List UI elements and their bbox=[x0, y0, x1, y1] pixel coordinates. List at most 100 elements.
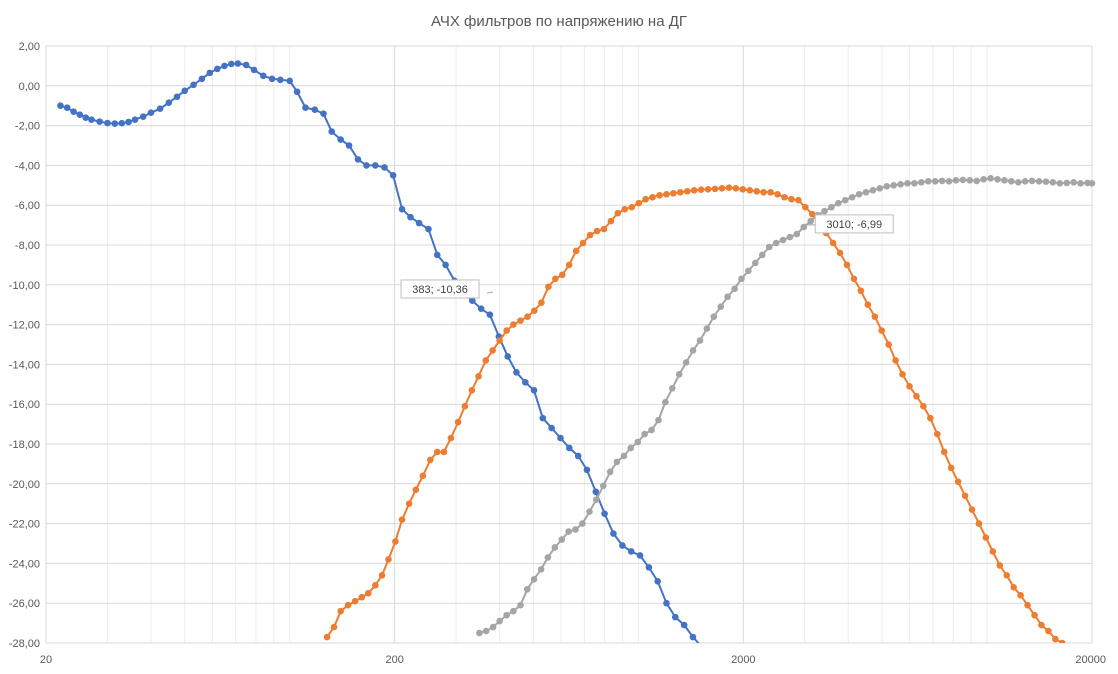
data-point bbox=[1038, 621, 1045, 629]
data-point bbox=[994, 176, 1001, 183]
y-tick-label: -2,00 bbox=[15, 121, 40, 133]
data-point bbox=[698, 644, 705, 651]
data-point bbox=[654, 578, 661, 585]
data-point bbox=[973, 177, 981, 185]
data-point bbox=[565, 528, 572, 535]
data-point bbox=[260, 72, 267, 80]
chart-title: АЧХ фильтров по напряжению на ДГ bbox=[431, 13, 687, 30]
data-point bbox=[878, 327, 886, 334]
data-point bbox=[885, 341, 892, 348]
data-point bbox=[496, 617, 503, 625]
data-point bbox=[173, 93, 181, 101]
data-point bbox=[277, 76, 284, 84]
data-point bbox=[779, 236, 787, 244]
data-point bbox=[496, 337, 503, 344]
data-point bbox=[503, 611, 510, 619]
data-point bbox=[363, 162, 370, 169]
data-point bbox=[372, 581, 379, 589]
data-point bbox=[945, 178, 953, 185]
data-point bbox=[918, 179, 925, 186]
data-point bbox=[897, 181, 904, 188]
data-point bbox=[961, 492, 969, 500]
data-point bbox=[572, 247, 580, 255]
data-point bbox=[412, 486, 420, 494]
data-point bbox=[911, 180, 918, 187]
callout-label: 383; -10,36 bbox=[412, 284, 468, 296]
data-point bbox=[268, 75, 276, 83]
data-point bbox=[320, 110, 327, 117]
data-point bbox=[250, 66, 258, 74]
data-point bbox=[447, 434, 455, 442]
data-point bbox=[88, 116, 95, 123]
data-point bbox=[104, 119, 111, 127]
y-tick-label: 0,00 bbox=[19, 81, 40, 93]
data-point bbox=[627, 444, 635, 452]
data-point bbox=[711, 185, 719, 193]
data-point bbox=[952, 177, 960, 184]
data-point bbox=[442, 261, 449, 269]
data-point bbox=[707, 652, 714, 659]
data-point bbox=[381, 164, 388, 171]
data-point bbox=[566, 444, 573, 452]
data-point bbox=[599, 482, 607, 490]
data-point bbox=[1056, 180, 1064, 187]
data-point bbox=[996, 562, 1004, 569]
data-point bbox=[668, 384, 676, 392]
data-point bbox=[614, 209, 622, 217]
data-point bbox=[758, 251, 766, 259]
data-point bbox=[760, 188, 767, 196]
data-point bbox=[954, 478, 962, 486]
data-point bbox=[539, 414, 547, 422]
data-point bbox=[765, 243, 773, 251]
data-point bbox=[753, 187, 761, 195]
data-point bbox=[407, 213, 414, 221]
data-point bbox=[774, 190, 781, 198]
data-point bbox=[398, 205, 406, 213]
data-point bbox=[1070, 179, 1077, 186]
data-point bbox=[649, 193, 656, 201]
data-point bbox=[286, 77, 294, 85]
data-point bbox=[697, 186, 705, 193]
data-point bbox=[405, 500, 413, 508]
y-tick-label: -4,00 bbox=[15, 160, 40, 172]
data-point bbox=[795, 196, 802, 204]
data-point bbox=[503, 327, 510, 334]
data-point bbox=[1014, 179, 1022, 186]
data-point bbox=[477, 305, 485, 312]
y-tick-label: -8,00 bbox=[15, 240, 40, 252]
data-point bbox=[510, 607, 517, 615]
x-tick-label: 20000 bbox=[1075, 654, 1106, 666]
data-point bbox=[583, 466, 591, 474]
data-point bbox=[139, 113, 147, 120]
data-point bbox=[147, 109, 155, 116]
data-point bbox=[592, 496, 600, 504]
data-point bbox=[510, 321, 517, 328]
data-point bbox=[987, 175, 994, 182]
data-point bbox=[392, 538, 399, 545]
data-point bbox=[165, 99, 173, 107]
data-point bbox=[96, 118, 103, 125]
data-point bbox=[364, 589, 372, 597]
data-point bbox=[772, 239, 780, 247]
data-point bbox=[1035, 178, 1043, 185]
data-point bbox=[933, 430, 941, 438]
data-point bbox=[398, 516, 406, 523]
x-axis-tick-labels: 20 200 2000 20000 bbox=[40, 654, 1106, 666]
y-tick-label: -6,00 bbox=[15, 200, 40, 212]
data-point bbox=[890, 182, 897, 189]
data-point bbox=[642, 195, 649, 203]
data-point bbox=[645, 564, 653, 571]
data-point bbox=[190, 81, 197, 89]
data-point bbox=[372, 162, 379, 169]
data-point bbox=[293, 88, 301, 96]
data-point bbox=[118, 119, 126, 127]
data-point bbox=[600, 225, 608, 233]
data-point bbox=[989, 548, 997, 555]
data-point bbox=[385, 556, 392, 563]
data-point bbox=[1077, 180, 1084, 187]
y-tick-label: -16,00 bbox=[9, 399, 40, 411]
data-point bbox=[904, 180, 911, 187]
y-tick-label: -22,00 bbox=[9, 519, 40, 531]
data-point bbox=[1045, 627, 1052, 635]
data-point bbox=[717, 303, 725, 310]
